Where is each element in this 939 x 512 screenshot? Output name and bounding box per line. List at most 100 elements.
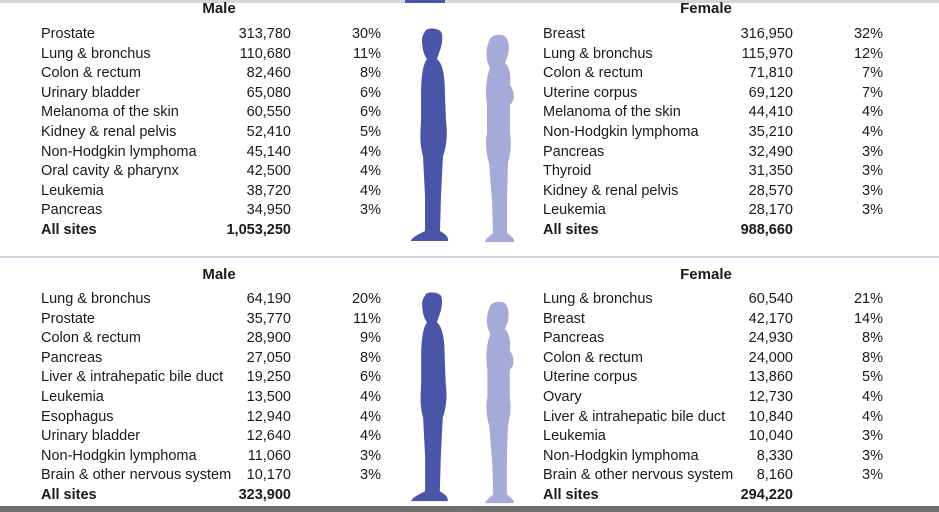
percent-value: 8% — [862, 349, 883, 366]
site-label: Urinary bladder — [41, 84, 141, 101]
female-heading-bottom: Female — [680, 266, 732, 283]
site-label: Colon & rectum — [543, 65, 643, 82]
case-count: 12,940 — [246, 408, 291, 425]
percent-value: 8% — [862, 330, 883, 347]
percent-value: 5% — [862, 369, 883, 386]
case-count: 115,970 — [741, 45, 793, 62]
table-row: Pancreas 24,930 8% — [543, 329, 883, 349]
site-label: Leukemia — [543, 202, 606, 219]
table-row: Liver & intrahepatic bile duct 10,840 4% — [543, 408, 883, 428]
site-label: Non-Hodgkin lymphoma — [41, 447, 197, 464]
site-label: Lung & bronchus — [41, 45, 151, 62]
percent-value: 4% — [360, 428, 381, 445]
percent-value: 12% — [853, 45, 883, 62]
table-row: Ovary 12,730 4% — [543, 388, 883, 408]
table-row: Lung & bronchus 110,680 11% — [41, 45, 381, 65]
case-count: 52,410 — [246, 123, 291, 140]
percent-value: 21% — [853, 291, 883, 307]
case-count: 316,950 — [740, 26, 793, 42]
table-row: Esophagus 12,940 4% — [41, 408, 381, 428]
site-label: Pancreas — [543, 330, 605, 347]
table-row: Prostate 35,770 11% — [41, 310, 381, 330]
table-row: Pancreas 34,950 3% — [41, 201, 381, 221]
case-count: 42,500 — [246, 163, 291, 180]
case-count: 10,840 — [748, 408, 793, 425]
table-row: Brain & other nervous system 8,160 3% — [543, 466, 883, 486]
site-label: Prostate — [41, 26, 95, 42]
table-row: Breast 316,950 32% — [543, 25, 883, 45]
site-label: Lung & bronchus — [543, 45, 653, 62]
case-count: 10,040 — [748, 428, 793, 445]
total-count: 323,900 — [238, 486, 291, 503]
case-count: 27,050 — [246, 349, 291, 366]
percent-value: 11% — [353, 45, 381, 62]
case-count: 60,540 — [748, 291, 793, 307]
percent-value: 3% — [862, 182, 883, 199]
site-label: Esophagus — [41, 408, 114, 425]
case-count: 35,770 — [246, 310, 291, 327]
female-silhouette-icon-bottom — [485, 301, 514, 504]
site-label: Thyroid — [543, 163, 592, 180]
percent-value: 32% — [853, 26, 883, 42]
case-count: 11,060 — [247, 447, 291, 464]
table-row: Uterine corpus 13,860 5% — [543, 368, 883, 388]
site-label: Uterine corpus — [543, 369, 638, 386]
male-heading-top: Male — [202, 0, 236, 17]
female-table-bottom: Lung & bronchus 60,540 21% Breast 42,170 14% P… — [543, 290, 883, 506]
female-heading-top: Female — [680, 0, 732, 17]
total-label: All sites — [543, 221, 599, 238]
site-label: Breast — [543, 310, 585, 327]
case-count: 313,780 — [238, 26, 291, 42]
site-label: Melanoma of the skin — [543, 104, 681, 121]
case-count: 82,460 — [246, 65, 291, 82]
case-count: 31,350 — [748, 163, 793, 180]
percent-value: 4% — [360, 163, 381, 180]
table-row: Brain & other nervous system 10,170 3% — [41, 466, 381, 486]
case-count: 28,170 — [748, 202, 793, 219]
percent-value: 3% — [862, 202, 883, 219]
male-table-bottom: Lung & bronchus 64,190 20% Prostate 35,770 11… — [41, 290, 381, 506]
table-row: Non-Hodgkin lymphoma 35,210 4% — [543, 123, 883, 143]
site-label: Urinary bladder — [41, 428, 141, 445]
table-row: Melanoma of the skin 44,410 4% — [543, 103, 883, 123]
case-count: 8,160 — [756, 467, 793, 484]
table-row: Liver & intrahepatic bile duct 19,250 6% — [41, 368, 381, 388]
site-label: Uterine corpus — [543, 84, 638, 101]
percent-value: 4% — [862, 388, 883, 405]
table-row: Leukemia 38,720 4% — [41, 182, 381, 202]
table-row: Leukemia 10,040 3% — [543, 427, 883, 447]
percent-value: 4% — [360, 182, 381, 199]
site-label: Pancreas — [543, 143, 605, 160]
table-row: Uterine corpus 69,120 7% — [543, 84, 883, 104]
site-label: Brain & other nervous system — [543, 467, 734, 484]
table-row: Leukemia 28,170 3% — [543, 201, 883, 221]
case-count: 64,190 — [246, 291, 291, 307]
male-heading-bottom: Male — [202, 266, 236, 283]
site-label: Leukemia — [543, 428, 606, 445]
table-row: Colon & rectum 82,460 8% — [41, 64, 381, 84]
percent-value: 3% — [862, 163, 883, 180]
site-label: Leukemia — [41, 388, 104, 405]
site-label: Colon & rectum — [543, 349, 643, 366]
male-silhouette-icon-bottom — [411, 292, 448, 502]
total-row: All sites 323,900 — [41, 486, 381, 506]
site-label: Kidney & renal pelvis — [543, 182, 679, 199]
table-row: Lung & bronchus 64,190 20% — [41, 290, 381, 310]
total-label: All sites — [543, 486, 599, 503]
percent-value: 4% — [862, 104, 883, 121]
bottom-border — [0, 506, 939, 512]
table-row: Urinary bladder 12,640 4% — [41, 427, 381, 447]
site-label: Colon & rectum — [41, 330, 141, 347]
case-count: 19,250 — [246, 369, 291, 386]
site-label: Breast — [543, 26, 585, 42]
case-count: 35,210 — [748, 123, 793, 140]
case-count: 44,410 — [748, 104, 793, 121]
percent-value: 5% — [360, 123, 381, 140]
case-count: 60,550 — [246, 104, 291, 121]
case-count: 110,680 — [239, 45, 291, 62]
site-label: Leukemia — [41, 182, 104, 199]
top-border — [0, 0, 939, 3]
percent-value: 3% — [862, 143, 883, 160]
case-count: 38,720 — [246, 182, 291, 199]
site-label: Liver & intrahepatic bile duct — [543, 408, 726, 425]
